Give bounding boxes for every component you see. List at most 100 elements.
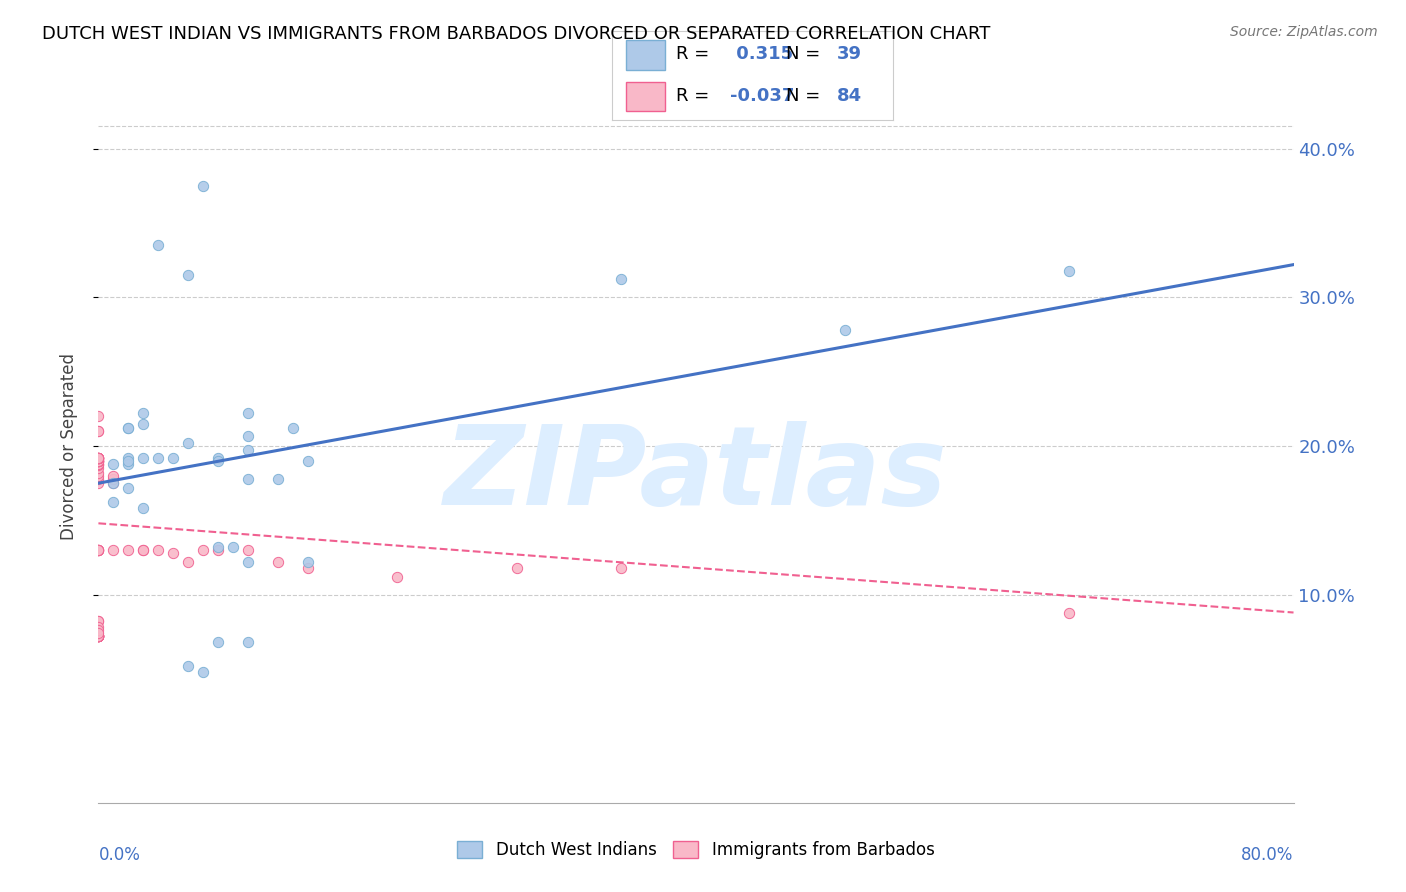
Point bbox=[132, 543, 155, 558]
Point bbox=[87, 450, 110, 465]
Point bbox=[87, 476, 110, 491]
Point bbox=[117, 481, 139, 495]
Text: 0.315: 0.315 bbox=[730, 45, 793, 63]
Point bbox=[236, 555, 259, 569]
Point bbox=[87, 409, 110, 424]
Point bbox=[103, 495, 125, 509]
Point bbox=[87, 629, 110, 643]
Point bbox=[177, 659, 200, 673]
Point bbox=[87, 629, 110, 643]
Text: N =: N = bbox=[786, 87, 820, 105]
Point bbox=[103, 476, 125, 491]
FancyBboxPatch shape bbox=[626, 40, 665, 70]
Point bbox=[87, 472, 110, 486]
Point bbox=[87, 615, 110, 629]
Point bbox=[87, 450, 110, 465]
Point bbox=[103, 472, 125, 486]
Point bbox=[1059, 263, 1081, 277]
Point bbox=[87, 629, 110, 643]
Point bbox=[191, 543, 214, 558]
Point bbox=[87, 458, 110, 473]
Point bbox=[87, 629, 110, 643]
Point bbox=[87, 450, 110, 465]
Point bbox=[87, 454, 110, 468]
Point bbox=[222, 540, 245, 554]
Point bbox=[103, 476, 125, 491]
Point bbox=[87, 454, 110, 468]
Point bbox=[87, 629, 110, 643]
Point bbox=[87, 454, 110, 468]
Point bbox=[207, 635, 229, 649]
Point bbox=[87, 543, 110, 558]
Point bbox=[103, 543, 125, 558]
Point bbox=[87, 629, 110, 643]
Point bbox=[87, 624, 110, 638]
Point bbox=[103, 457, 125, 471]
Point bbox=[236, 443, 259, 458]
Point bbox=[236, 543, 259, 558]
Point bbox=[148, 238, 170, 252]
Point bbox=[87, 454, 110, 468]
Point bbox=[236, 428, 259, 442]
Point bbox=[191, 665, 214, 679]
Text: DUTCH WEST INDIAN VS IMMIGRANTS FROM BARBADOS DIVORCED OR SEPARATED CORRELATION : DUTCH WEST INDIAN VS IMMIGRANTS FROM BAR… bbox=[42, 25, 991, 43]
Point bbox=[87, 461, 110, 475]
Point bbox=[87, 629, 110, 643]
Point bbox=[117, 543, 139, 558]
Point bbox=[87, 450, 110, 465]
Point bbox=[385, 570, 409, 584]
Point bbox=[87, 424, 110, 438]
Text: 80.0%: 80.0% bbox=[1241, 846, 1294, 863]
Point bbox=[132, 501, 155, 516]
Point bbox=[506, 561, 529, 575]
Point bbox=[87, 543, 110, 558]
Point bbox=[191, 178, 214, 193]
Point bbox=[117, 450, 139, 465]
Point bbox=[177, 268, 200, 282]
Point bbox=[207, 540, 229, 554]
Text: ZIPatlas: ZIPatlas bbox=[444, 421, 948, 528]
Point bbox=[87, 615, 110, 629]
Point bbox=[132, 417, 155, 431]
Point bbox=[103, 468, 125, 483]
Point bbox=[87, 466, 110, 480]
Point bbox=[236, 406, 259, 420]
FancyBboxPatch shape bbox=[626, 82, 665, 112]
Text: 84: 84 bbox=[837, 87, 862, 105]
Point bbox=[87, 629, 110, 643]
Point bbox=[281, 421, 304, 435]
Point bbox=[207, 543, 229, 558]
Point bbox=[132, 543, 155, 558]
Point bbox=[87, 454, 110, 468]
Text: R =: R = bbox=[676, 87, 710, 105]
Point bbox=[132, 406, 155, 420]
Point bbox=[87, 450, 110, 465]
Point bbox=[132, 450, 155, 465]
Point bbox=[87, 543, 110, 558]
Point bbox=[87, 450, 110, 465]
Point bbox=[610, 561, 633, 575]
Point bbox=[162, 546, 184, 560]
Point bbox=[87, 457, 110, 471]
Point bbox=[87, 629, 110, 643]
Point bbox=[87, 626, 110, 640]
Point bbox=[834, 323, 856, 337]
Text: N =: N = bbox=[786, 45, 820, 63]
Point bbox=[87, 629, 110, 643]
Point bbox=[87, 543, 110, 558]
Point bbox=[148, 543, 170, 558]
Point bbox=[117, 421, 139, 435]
Point bbox=[297, 555, 319, 569]
Point bbox=[236, 635, 259, 649]
Legend: Dutch West Indians, Immigrants from Barbados: Dutch West Indians, Immigrants from Barb… bbox=[451, 834, 941, 866]
Point bbox=[267, 555, 290, 569]
Point bbox=[87, 468, 110, 483]
Point bbox=[177, 555, 200, 569]
Point bbox=[610, 272, 633, 286]
Text: -0.037: -0.037 bbox=[730, 87, 794, 105]
Text: Source: ZipAtlas.com: Source: ZipAtlas.com bbox=[1230, 25, 1378, 39]
Point bbox=[87, 629, 110, 643]
Point bbox=[87, 457, 110, 471]
Point bbox=[87, 450, 110, 465]
Point bbox=[267, 472, 290, 486]
